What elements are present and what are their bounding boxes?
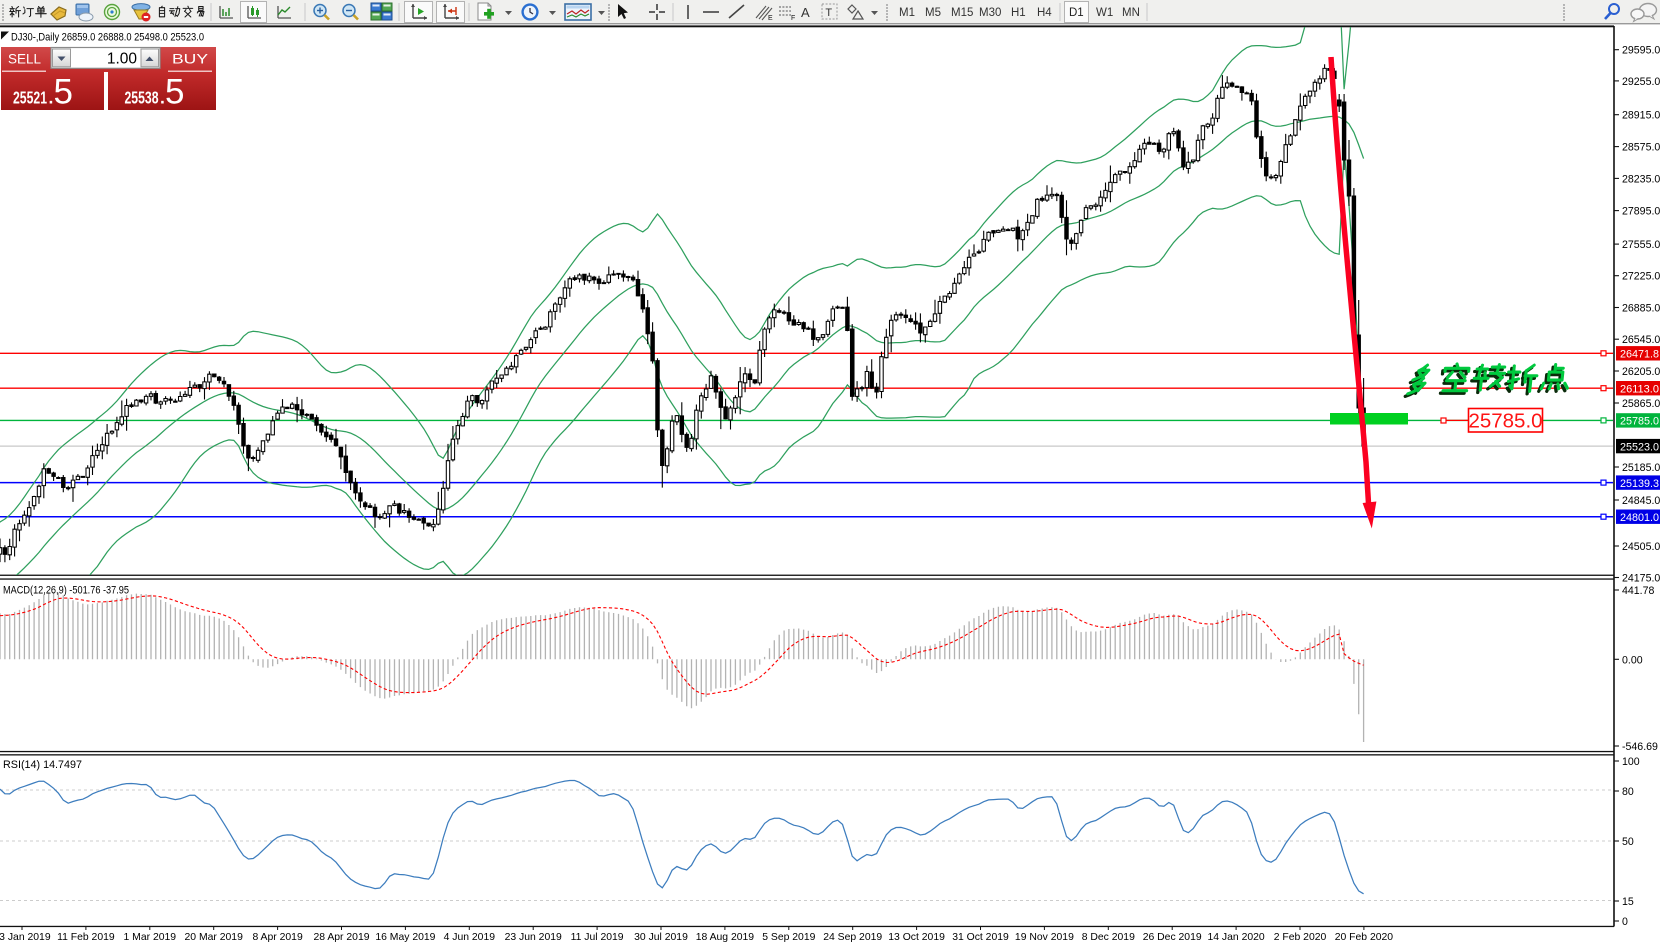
svg-text:25185.0: 25185.0 <box>1622 462 1660 474</box>
svg-text:11 Feb 2019: 11 Feb 2019 <box>57 932 115 943</box>
svg-text:E: E <box>768 15 773 22</box>
svg-text:M15: M15 <box>951 7 973 19</box>
svg-text:A: A <box>801 5 810 20</box>
svg-text:28915.0: 28915.0 <box>1622 110 1660 122</box>
svg-text:26113.0: 26113.0 <box>1620 384 1659 396</box>
svg-text:26471.8: 26471.8 <box>1620 349 1659 361</box>
svg-text:F: F <box>791 15 795 22</box>
svg-text:25785.0: 25785.0 <box>1620 416 1659 428</box>
svg-text:5 Sep 2019: 5 Sep 2019 <box>762 932 815 943</box>
svg-text:24175.0: 24175.0 <box>1622 573 1660 585</box>
svg-text:M30: M30 <box>979 7 1001 19</box>
svg-text:15: 15 <box>1622 896 1634 908</box>
svg-text:1 Mar 2019: 1 Mar 2019 <box>124 932 177 943</box>
svg-text:M5: M5 <box>925 7 941 19</box>
svg-text:20 Feb 2020: 20 Feb 2020 <box>1335 932 1394 943</box>
svg-text:25865.0: 25865.0 <box>1622 398 1660 410</box>
svg-text:5: 5 <box>54 73 73 112</box>
svg-text:.: . <box>160 88 165 108</box>
svg-text:.: . <box>49 88 54 108</box>
svg-text:16 May 2019: 16 May 2019 <box>375 932 435 943</box>
svg-text:28 Apr 2019: 28 Apr 2019 <box>313 932 369 943</box>
svg-text:18 Aug 2019: 18 Aug 2019 <box>696 932 755 943</box>
svg-text:BUY: BUY <box>172 51 209 67</box>
svg-text:27555.0: 27555.0 <box>1622 239 1660 251</box>
svg-text:19 Nov 2019: 19 Nov 2019 <box>1015 932 1074 943</box>
svg-text:0: 0 <box>1622 916 1628 928</box>
svg-text:MN: MN <box>1122 7 1140 19</box>
svg-text:-546.69: -546.69 <box>1622 741 1658 753</box>
svg-text:441.78: 441.78 <box>1622 585 1655 597</box>
svg-text:26885.0: 26885.0 <box>1622 303 1660 315</box>
svg-text:4 Jun 2019: 4 Jun 2019 <box>444 932 496 943</box>
svg-text:8 Dec 2019: 8 Dec 2019 <box>1082 932 1135 943</box>
svg-text:SELL: SELL <box>8 51 41 67</box>
svg-text:H4: H4 <box>1037 7 1052 19</box>
svg-text:100: 100 <box>1622 756 1640 768</box>
svg-text:29595.0: 29595.0 <box>1622 45 1660 57</box>
svg-text:26 Dec 2019: 26 Dec 2019 <box>1143 932 1202 943</box>
svg-text:MACD(12,26,9) -501.76 -37.95: MACD(12,26,9) -501.76 -37.95 <box>3 585 129 597</box>
svg-text:23 Jan 2019: 23 Jan 2019 <box>0 932 51 943</box>
svg-text:24801.0: 24801.0 <box>1620 512 1659 524</box>
svg-text:27895.0: 27895.0 <box>1622 206 1660 218</box>
svg-text:24505.0: 24505.0 <box>1622 541 1660 553</box>
svg-text:8 Apr 2019: 8 Apr 2019 <box>252 932 302 943</box>
svg-text:24 Sep 2019: 24 Sep 2019 <box>823 932 882 943</box>
svg-text:DJ30-,Daily 26859.0 26888.0 2: DJ30-,Daily 26859.0 26888.0 25498.0 2552… <box>11 32 204 44</box>
svg-text:26205.0: 26205.0 <box>1622 366 1660 378</box>
svg-text:23 Jun 2019: 23 Jun 2019 <box>505 932 562 943</box>
svg-text:29255.0: 29255.0 <box>1622 76 1660 88</box>
svg-text:27225.0: 27225.0 <box>1622 271 1660 283</box>
svg-text:5: 5 <box>165 73 184 112</box>
svg-text:1.00: 1.00 <box>107 51 138 68</box>
svg-text:28235.0: 28235.0 <box>1622 173 1660 185</box>
svg-text:80: 80 <box>1622 786 1634 798</box>
svg-text:25538: 25538 <box>125 88 159 108</box>
svg-text:25785.0: 25785.0 <box>1468 410 1542 433</box>
svg-text:0.00: 0.00 <box>1622 654 1643 666</box>
svg-text:30 Jul 2019: 30 Jul 2019 <box>634 932 688 943</box>
svg-text:26545.0: 26545.0 <box>1622 334 1660 346</box>
svg-text:25139.3: 25139.3 <box>1620 478 1659 490</box>
svg-text:W1: W1 <box>1096 7 1113 19</box>
svg-text:T: T <box>825 7 832 19</box>
svg-text:H1: H1 <box>1011 7 1026 19</box>
svg-text:13 Oct 2019: 13 Oct 2019 <box>888 932 945 943</box>
svg-text:24845.0: 24845.0 <box>1622 495 1660 507</box>
svg-text:25521: 25521 <box>13 88 47 108</box>
svg-text:14 Jan 2020: 14 Jan 2020 <box>1207 932 1264 943</box>
svg-text:20 Mar 2019: 20 Mar 2019 <box>185 932 244 943</box>
svg-text:31 Oct 2019: 31 Oct 2019 <box>952 932 1009 943</box>
svg-text:25523.0: 25523.0 <box>1620 441 1659 453</box>
svg-text:RSI(14) 14.7497: RSI(14) 14.7497 <box>3 759 82 771</box>
svg-text:2 Feb 2020: 2 Feb 2020 <box>1274 932 1327 943</box>
svg-text:11 Jul 2019: 11 Jul 2019 <box>571 932 624 943</box>
svg-text:D1: D1 <box>1069 7 1084 19</box>
svg-text:50: 50 <box>1622 836 1634 848</box>
svg-text:28575.0: 28575.0 <box>1622 142 1660 154</box>
svg-text:M1: M1 <box>899 7 915 19</box>
